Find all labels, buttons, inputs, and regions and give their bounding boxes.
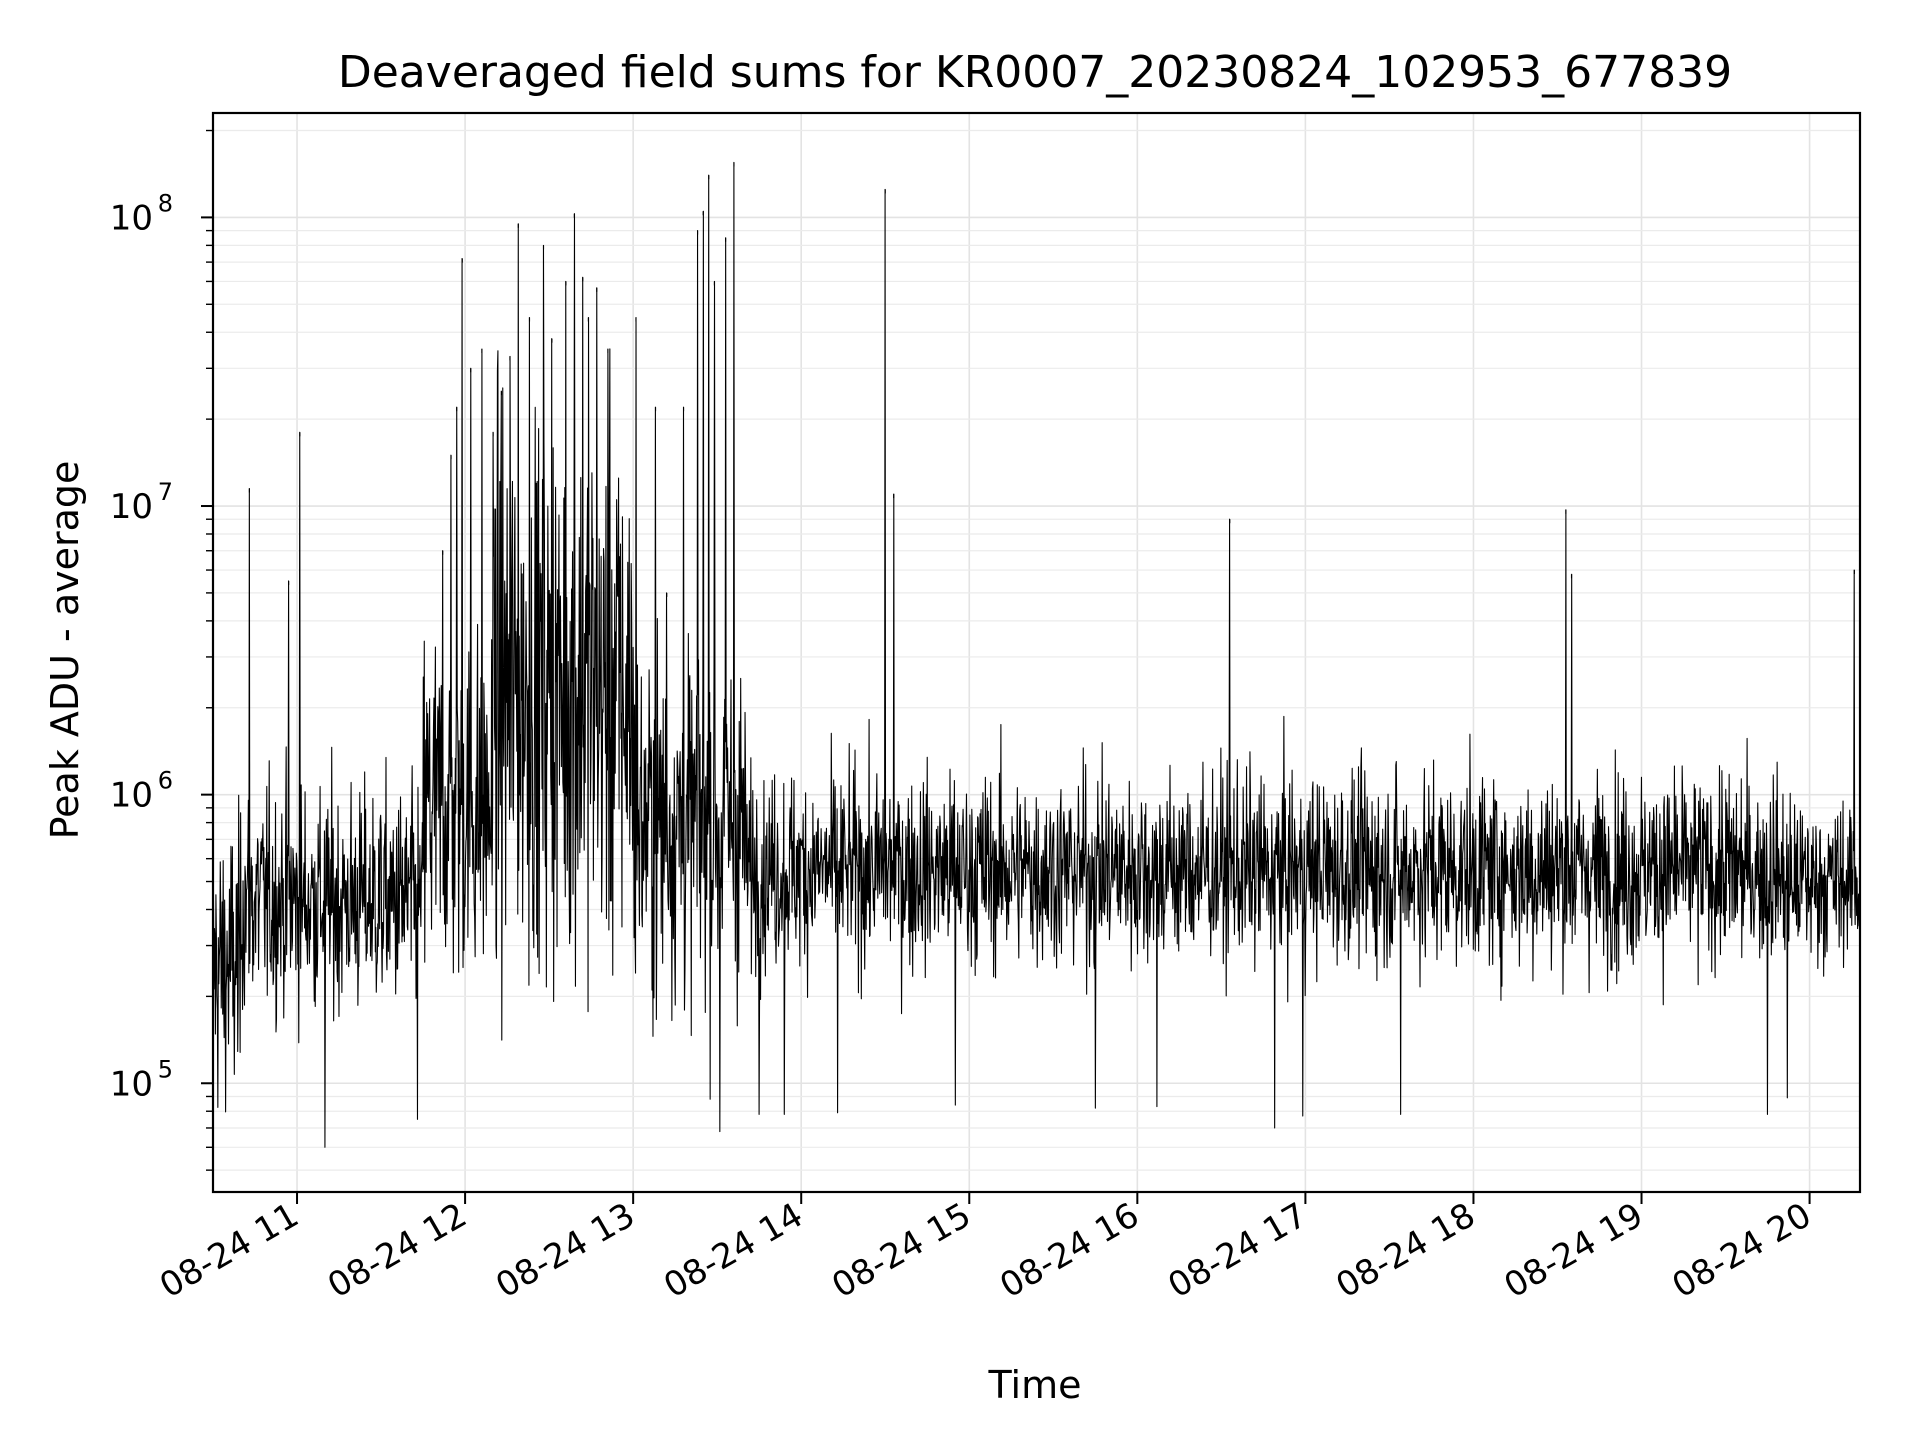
x-tick-label: 08-24 17 bbox=[1162, 1195, 1314, 1306]
series-line bbox=[212, 161, 1861, 1148]
plot-area bbox=[212, 161, 1861, 1148]
y-tick-label: 10 bbox=[110, 1064, 153, 1104]
y-axis-label: Peak ADU - average bbox=[43, 461, 87, 840]
y-tick-exponent: 8 bbox=[158, 189, 173, 217]
x-tick-label: 08-24 14 bbox=[657, 1195, 809, 1306]
chart-title: Deaveraged field sums for KR0007_2023082… bbox=[338, 47, 1732, 98]
x-tick-label: 08-24 18 bbox=[1330, 1195, 1482, 1306]
x-tick-label: 08-24 11 bbox=[153, 1195, 305, 1306]
x-tick-label: 08-24 16 bbox=[993, 1195, 1145, 1306]
x-tick-label: 08-24 20 bbox=[1666, 1195, 1818, 1306]
x-tick-label: 08-24 12 bbox=[321, 1195, 473, 1306]
x-tick-label: 08-24 13 bbox=[489, 1195, 641, 1306]
grid bbox=[213, 113, 1860, 1192]
y-tick-exponent: 5 bbox=[158, 1055, 173, 1083]
x-axis-label: Time bbox=[988, 1363, 1082, 1407]
y-tick-label: 10 bbox=[110, 198, 153, 238]
x-tick-label: 08-24 19 bbox=[1498, 1195, 1650, 1306]
y-tick-exponent: 6 bbox=[158, 767, 173, 795]
y-tick-label: 10 bbox=[110, 776, 153, 816]
x-tick-label: 08-24 15 bbox=[825, 1195, 977, 1306]
y-tick-label: 10 bbox=[110, 487, 153, 527]
x-axis: 08-24 11 08-24 12 08-24 13 08-24 14 08-24 15… bbox=[153, 1192, 1818, 1306]
axes-frame bbox=[211, 111, 1862, 1194]
y-tick-exponent: 7 bbox=[158, 478, 173, 506]
